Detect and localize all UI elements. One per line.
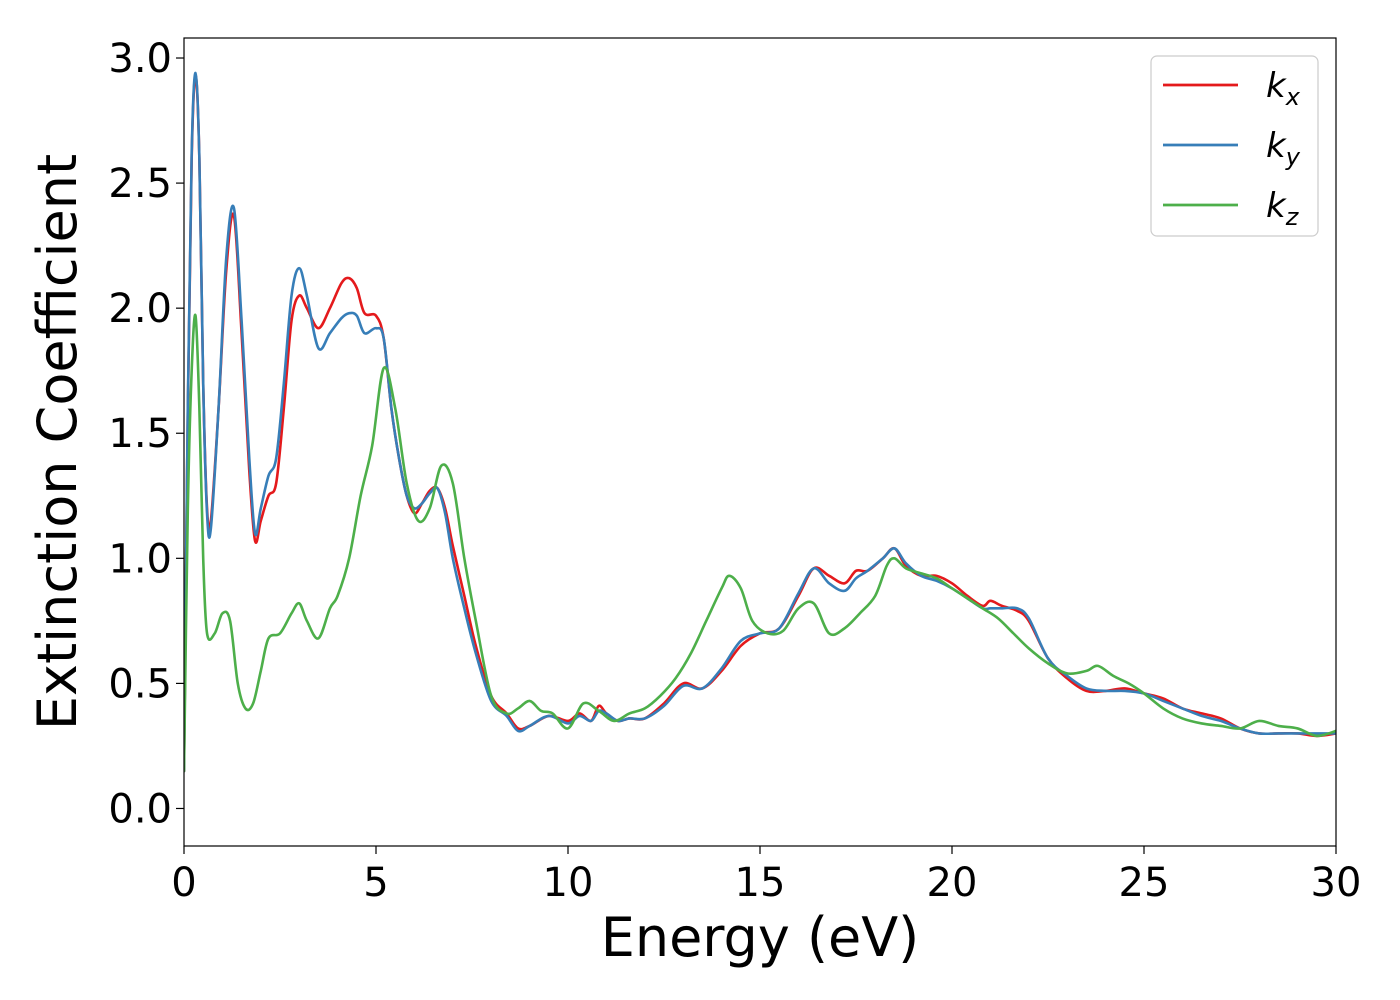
legend-label-kx: kx (1266, 66, 1301, 111)
x-tick-label: 30 (1311, 860, 1362, 906)
y-tick-label: 3.0 (108, 36, 172, 82)
legend-label-kz: kz (1266, 186, 1300, 231)
x-tick-label: 0 (171, 860, 196, 906)
y-tick-label: 1.5 (108, 411, 172, 457)
y-tick-label: 2.5 (108, 161, 172, 207)
legend-label-subscript: y (1285, 143, 1301, 171)
legend-label-subscript: x (1285, 83, 1301, 111)
legend-label-ky: ky (1266, 126, 1301, 171)
legend-label-base: k (1266, 66, 1287, 106)
series-line-ky (184, 71, 1336, 773)
legend-label-base: k (1266, 186, 1287, 226)
y-tick-label: 1.0 (108, 536, 172, 582)
y-tick-label: 2.0 (108, 286, 172, 332)
legend-label-base: k (1266, 126, 1287, 166)
y-axis-ticks: 0.0 0.5 1.0 1.5 2.0 2.5 3.0 (108, 36, 184, 832)
x-tick-label: 20 (927, 860, 978, 906)
x-axis-label: Energy (eV) (601, 906, 920, 969)
x-tick-label: 15 (735, 860, 786, 906)
x-tick-label: 25 (1119, 860, 1170, 906)
series-line-kz (184, 313, 1336, 773)
x-axis-ticks: 0 5 10 15 20 25 30 (171, 846, 1361, 906)
legend-label-subscript: z (1285, 203, 1300, 231)
y-tick-label: 0.5 (108, 661, 172, 707)
plot-lines (184, 71, 1336, 773)
x-tick-label: 10 (543, 860, 594, 906)
y-axis-label: Extinction Coefficient (26, 154, 89, 730)
y-tick-label: 0.0 (108, 786, 172, 832)
x-tick-label: 5 (363, 860, 388, 906)
